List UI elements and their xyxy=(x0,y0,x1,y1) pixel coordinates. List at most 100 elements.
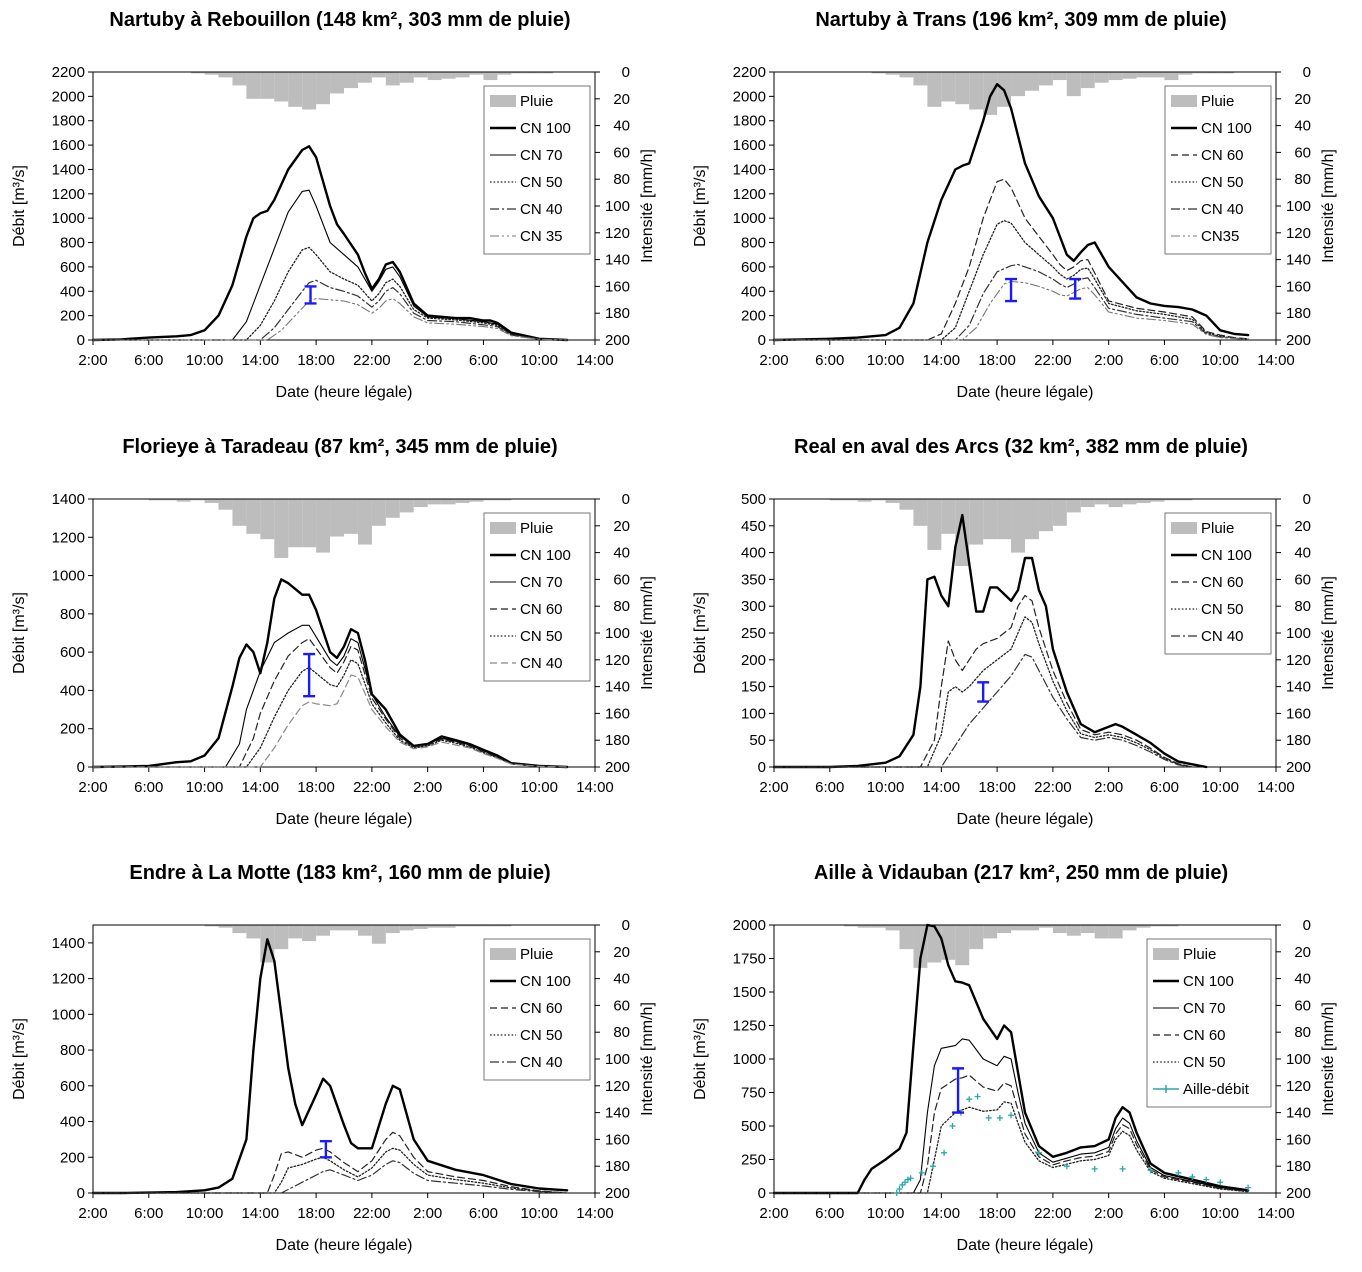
legend-label: Pluie xyxy=(1201,520,1234,537)
rain-bar xyxy=(385,72,400,86)
x-tick-label: 2:00 xyxy=(1094,1205,1123,1222)
x-tick-label: 2:00 xyxy=(413,1205,442,1222)
rain-bar xyxy=(497,499,512,501)
x-tick-label: 22:00 xyxy=(353,779,391,796)
rain-bar xyxy=(497,925,512,927)
legend-label: CN 40 xyxy=(520,1054,563,1071)
y-tick-label: 1600 xyxy=(733,137,766,154)
rain-bar xyxy=(1094,499,1109,505)
chart-title: Aille à Vidauban (217 km², 250 mm de plu… xyxy=(814,862,1228,884)
rain-bar xyxy=(1178,499,1193,501)
y-tick-label: 2200 xyxy=(52,64,85,81)
chart-panel-2: Nartuby à Trans (196 km², 309 mm de plui… xyxy=(681,0,1362,419)
series-line xyxy=(92,246,568,341)
y-tick-label: 600 xyxy=(741,259,766,276)
rain-bar xyxy=(857,925,872,928)
rain-bar xyxy=(330,72,344,94)
x-tick-label: 14:00 xyxy=(923,352,961,369)
observed-point xyxy=(1147,1167,1154,1174)
rain-bar xyxy=(218,72,233,78)
rain-bar xyxy=(913,925,928,968)
series-line xyxy=(773,178,1249,341)
x-tick-label: 18:00 xyxy=(297,1205,335,1222)
rain-bar xyxy=(525,72,540,74)
y2-tick-label: 20 xyxy=(1294,944,1311,961)
rain-bar xyxy=(1025,72,1039,91)
x-tick-label: 2:00 xyxy=(78,1205,107,1222)
rain-bar xyxy=(204,925,219,927)
rain-bar xyxy=(302,925,317,942)
rain-bar xyxy=(843,925,858,927)
y2-tick-label: 40 xyxy=(613,971,630,988)
x-tick-label: 14:00 xyxy=(1257,779,1295,796)
chart-panel-3: Florieye à Taradeau (87 km², 345 mm de p… xyxy=(0,427,681,846)
series-line xyxy=(772,83,1250,342)
rain-bar xyxy=(357,72,372,83)
rain-bars xyxy=(843,925,1179,968)
rain-bar xyxy=(1066,72,1081,97)
legend-label: CN 70 xyxy=(1183,1000,1226,1017)
y2-tick-label: 180 xyxy=(605,305,630,322)
y2-tick-label: 0 xyxy=(1303,917,1311,934)
rain-bar xyxy=(357,499,372,545)
observed-point xyxy=(996,1114,1003,1121)
observed-point xyxy=(896,1185,903,1192)
x-tick-label: 2:00 xyxy=(413,779,442,796)
rain-bar xyxy=(302,499,317,548)
x-tick-label: 14:00 xyxy=(1257,352,1295,369)
observed-point xyxy=(1063,1163,1070,1170)
rain-bar xyxy=(913,499,928,526)
y-tick-label: 150 xyxy=(741,679,766,696)
chart-5: Endre à La Motte (183 km², 160 mm de plu… xyxy=(11,862,656,1254)
rain-bar xyxy=(1108,499,1123,508)
y2-tick-label: 20 xyxy=(613,518,630,535)
y2-tick-label: 20 xyxy=(613,91,630,108)
rain-bar xyxy=(1025,925,1039,931)
y2-tick-label: 120 xyxy=(605,1078,630,1095)
rain-bar xyxy=(483,925,498,927)
rain-bar xyxy=(885,499,900,504)
chart-panel-6: Aille à Vidauban (217 km², 250 mm de plu… xyxy=(681,853,1362,1272)
rain-bar xyxy=(941,499,956,534)
y-tick-label: 1200 xyxy=(733,186,766,203)
observed-point xyxy=(1203,1176,1210,1183)
y2-tick-label: 80 xyxy=(1294,1024,1311,1041)
x-tick-label: 6:00 xyxy=(1150,1205,1179,1222)
observed-point xyxy=(985,1114,992,1121)
rain-bar xyxy=(1066,925,1081,936)
x-tick-label: 6:00 xyxy=(1150,779,1179,796)
y2-axis-label: Intensité [mm/h] xyxy=(639,1002,656,1116)
x-tick-label: 10:00 xyxy=(520,1205,558,1222)
y2-tick-label: 60 xyxy=(1294,571,1311,588)
rain-bar xyxy=(427,925,442,928)
x-tick-label: 18:00 xyxy=(297,779,335,796)
rain-bars xyxy=(148,499,512,558)
y-tick-label: 200 xyxy=(60,308,85,325)
y-tick-label: 1000 xyxy=(52,568,85,585)
chart-6: Aille à Vidauban (217 km², 250 mm de plu… xyxy=(692,862,1337,1254)
legend-label: CN 40 xyxy=(520,655,563,672)
series-line xyxy=(92,189,568,341)
observed-point xyxy=(1175,1169,1182,1176)
observed-point xyxy=(929,1163,936,1170)
rain-bar xyxy=(1094,925,1109,939)
series-line xyxy=(92,624,568,768)
x-tick-label: 2:00 xyxy=(1094,352,1123,369)
legend-label: CN 70 xyxy=(520,147,563,164)
series-line xyxy=(92,659,568,768)
rain-bar xyxy=(218,925,233,928)
y2-tick-label: 160 xyxy=(1286,705,1311,722)
rain-bar xyxy=(288,499,303,548)
y2-tick-label: 200 xyxy=(605,1185,630,1202)
error-bar xyxy=(1069,277,1082,300)
y2-tick-label: 200 xyxy=(1286,759,1311,776)
y2-tick-label: 160 xyxy=(605,278,630,295)
rain-bar xyxy=(955,72,970,105)
series-line xyxy=(773,653,1193,768)
y2-tick-label: 20 xyxy=(1294,518,1311,535)
y2-tick-label: 120 xyxy=(605,225,630,242)
y-tick-label: 1200 xyxy=(52,529,85,546)
legend-label: CN 100 xyxy=(520,547,571,564)
rain-bar xyxy=(497,72,512,75)
rain-bar xyxy=(871,925,886,928)
